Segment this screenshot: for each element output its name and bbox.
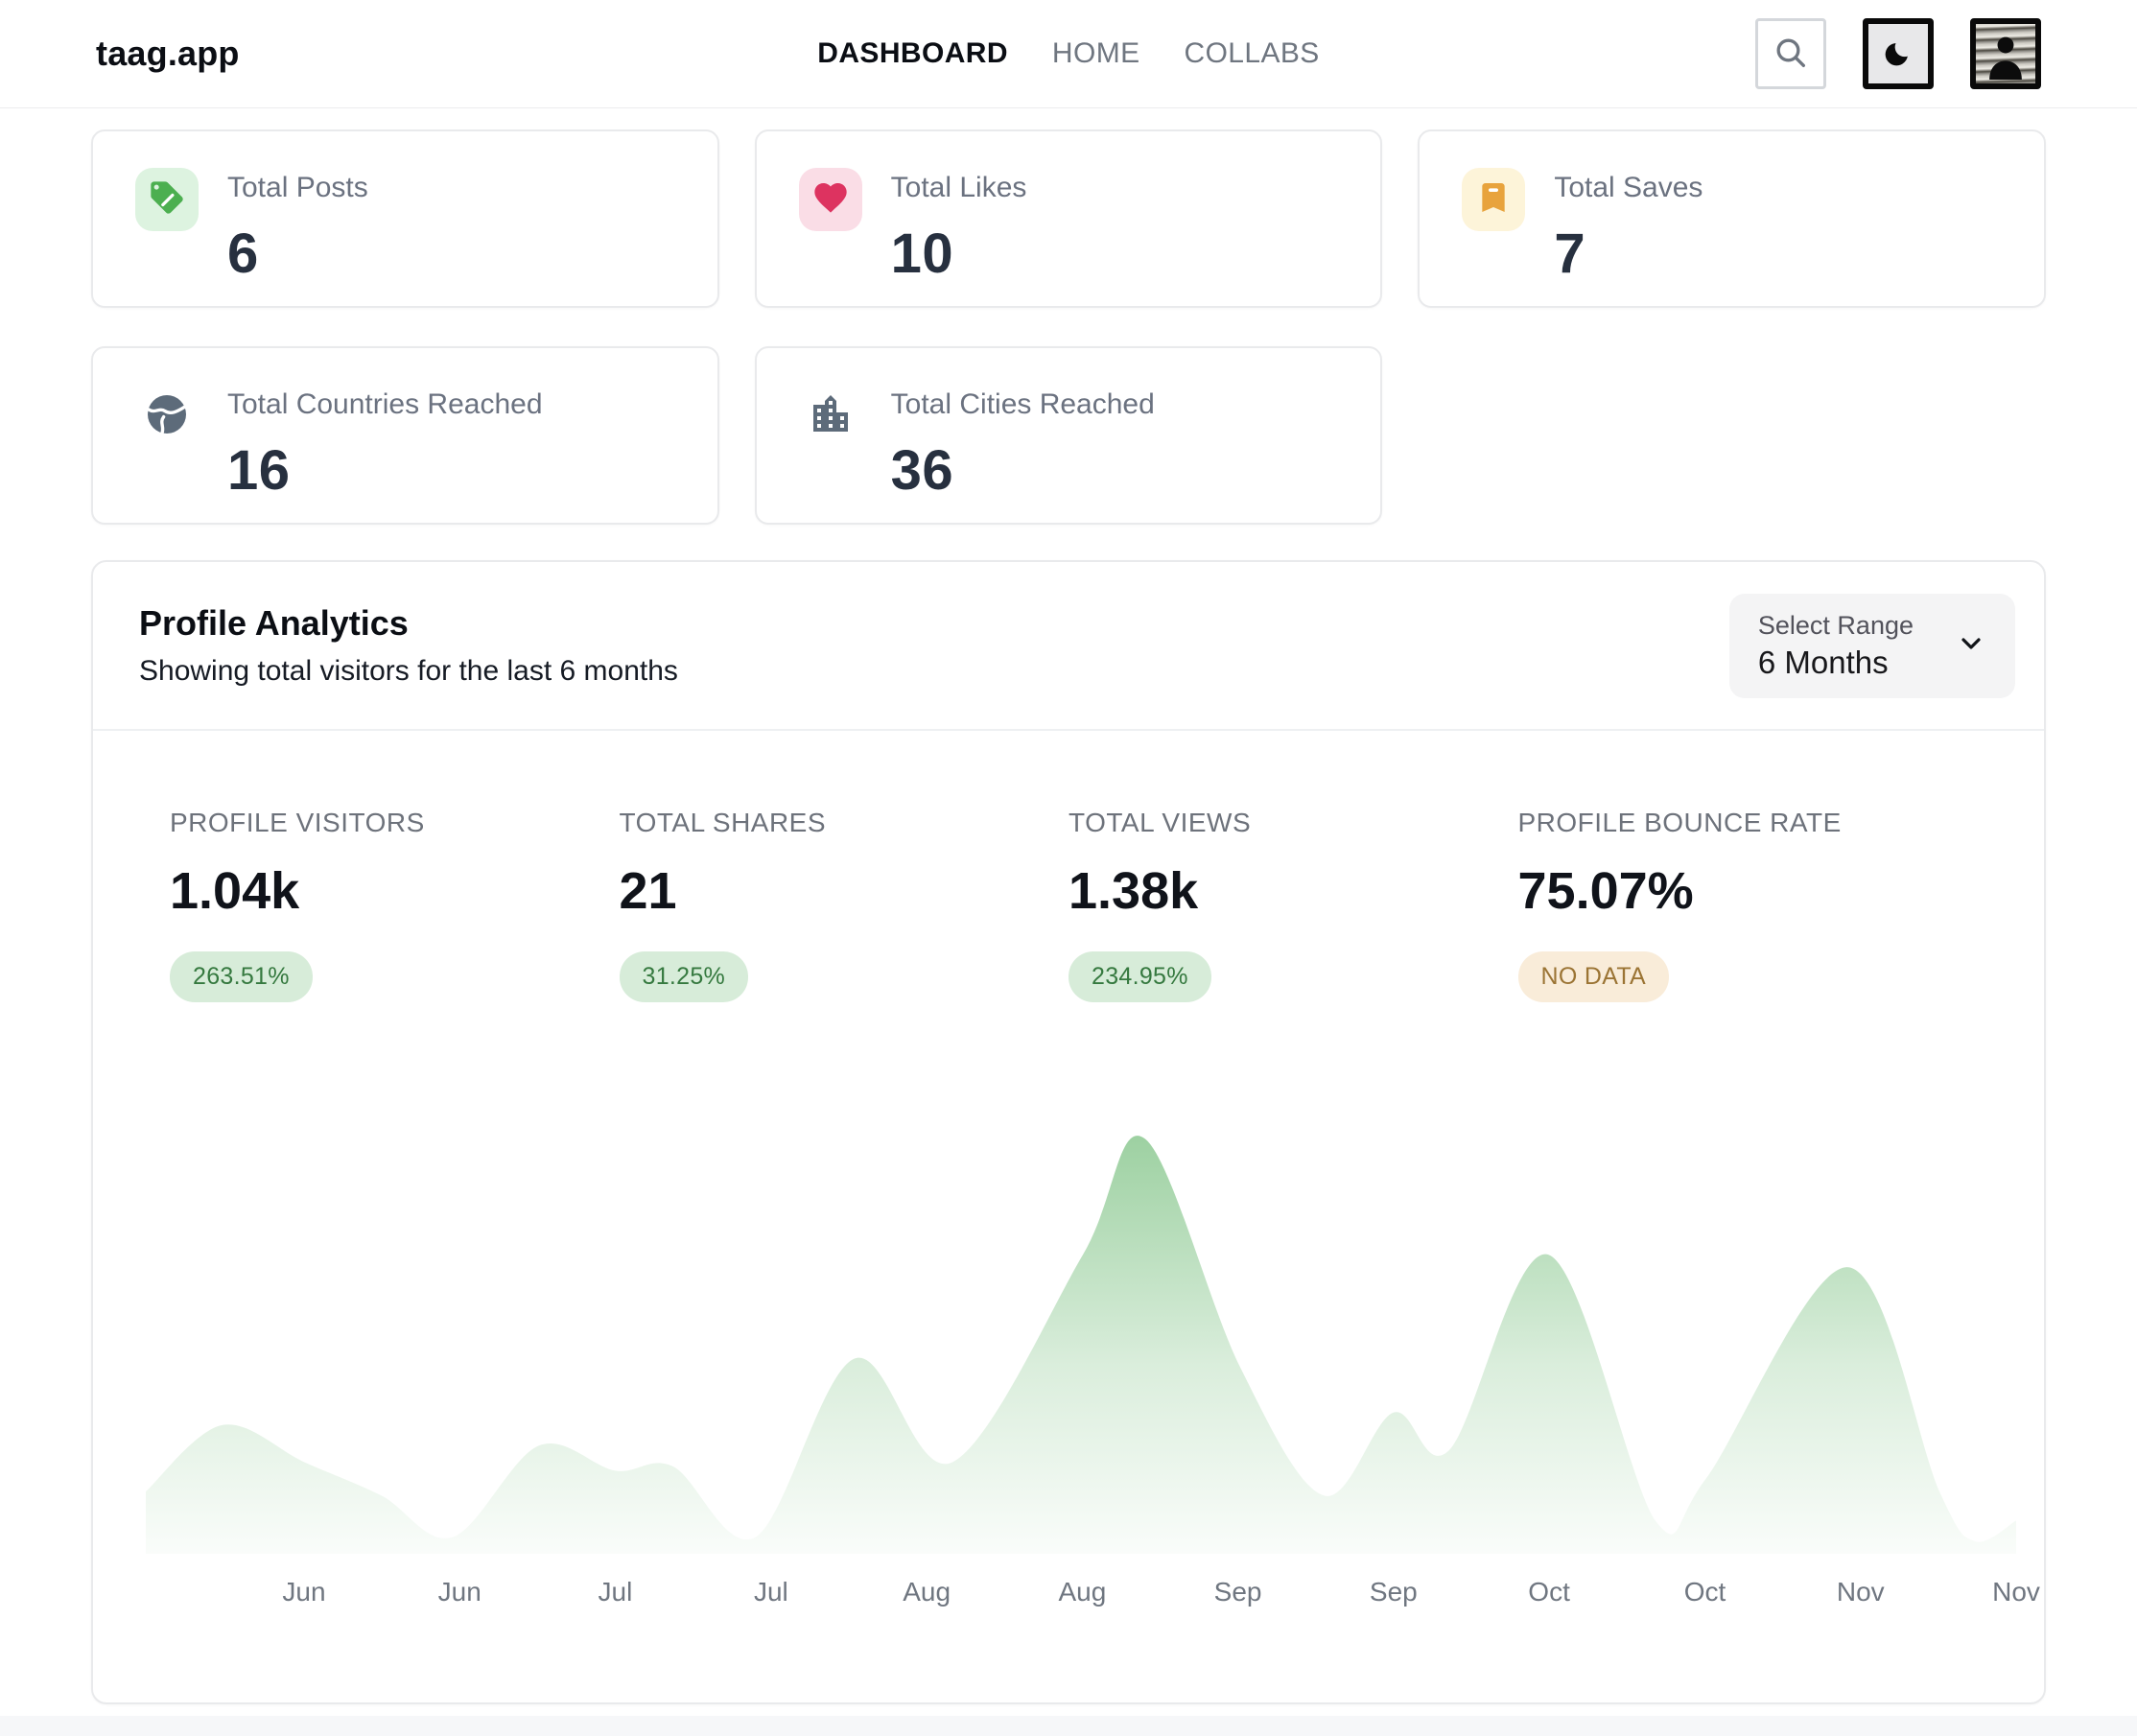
city-icon (808, 391, 854, 442)
analytics-stat-badge: 31.25% (620, 951, 749, 1002)
stat-card-total-cities-reached: Total Cities Reached 36 (755, 346, 1383, 525)
stat-card-value: 6 (227, 222, 368, 286)
analytics-stat-badge: 263.51% (170, 951, 313, 1002)
analytics-stat-label: TOTAL VIEWS (1068, 808, 1518, 838)
stat-cards-row-2: Total Countries Reached 16 Total Cities … (91, 346, 2046, 525)
user-avatar (1976, 24, 2035, 83)
range-select-value: 6 Months (1758, 645, 1914, 681)
x-tick-label: Nov (1992, 1577, 2040, 1607)
stat-card-label: Total Likes (891, 172, 1027, 204)
analytics-stat: TOTAL VIEWS 1.38k 234.95% (1068, 808, 1518, 1002)
profile-analytics-card: Profile Analytics Showing total visitors… (91, 560, 2046, 1704)
nav-item-home[interactable]: HOME (1052, 37, 1140, 70)
stat-card-value: 36 (891, 438, 1155, 503)
search-button[interactable] (1755, 18, 1826, 89)
stat-card-total-countries-reached: Total Countries Reached 16 (91, 346, 719, 525)
dark-mode-toggle[interactable] (1863, 18, 1934, 89)
nav-item-collabs[interactable]: COLLABS (1185, 37, 1320, 70)
x-tick-label: Jul (754, 1577, 788, 1607)
bookmark-icon (1474, 178, 1513, 222)
moon-icon (1879, 34, 1917, 75)
x-tick-label: Jul (599, 1577, 633, 1607)
analytics-stat-label: TOTAL SHARES (620, 808, 1069, 838)
x-tick-label: Aug (1058, 1577, 1106, 1607)
stat-card-label: Total Countries Reached (227, 388, 543, 421)
footer-strip (0, 1716, 2137, 1736)
x-tick-label: Jun (282, 1577, 325, 1607)
analytics-stat-badge: 234.95% (1068, 951, 1211, 1002)
stat-card-total-posts: Total Posts 6 (91, 129, 719, 308)
stat-card-value: 7 (1554, 222, 1703, 286)
profile-avatar-button[interactable] (1970, 18, 2041, 89)
stat-card-value: 10 (891, 222, 1027, 286)
search-icon (1772, 34, 1810, 75)
analytics-stat-badge: NO DATA (1518, 951, 1670, 1002)
x-tick-label: Sep (1370, 1577, 1418, 1607)
analytics-header: Profile Analytics Showing total visitors… (93, 562, 2044, 731)
header-actions (1755, 18, 2041, 89)
analytics-stat-value: 1.04k (170, 861, 620, 921)
x-tick-label: Oct (1684, 1577, 1726, 1607)
range-select-label: Select Range (1758, 611, 1914, 641)
x-tick-label: Jun (438, 1577, 481, 1607)
chart-area-series (146, 1136, 2016, 1554)
stat-card-label: Total Saves (1554, 172, 1703, 204)
analytics-stats-row: PROFILE VISITORS 1.04k 263.51% TOTAL SHA… (93, 731, 2044, 1002)
nav-item-dashboard[interactable]: DASHBOARD (817, 37, 1008, 70)
analytics-subtitle: Showing total visitors for the last 6 mo… (139, 655, 678, 688)
main-nav: DASHBOARD HOME COLLABS (817, 37, 1319, 70)
analytics-stat: TOTAL SHARES 21 31.25% (620, 808, 1069, 1002)
range-select-dropdown[interactable]: Select Range 6 Months (1729, 594, 2015, 698)
chevron-down-icon (1956, 628, 1986, 664)
x-tick-label: Sep (1214, 1577, 1262, 1607)
stat-card-label: Total Posts (227, 172, 368, 204)
app-logo: taag.app (96, 34, 240, 74)
heart-icon (811, 178, 850, 222)
analytics-title: Profile Analytics (139, 603, 678, 644)
analytics-stat: PROFILE VISITORS 1.04k 263.51% (170, 808, 620, 1002)
analytics-stat-label: PROFILE VISITORS (170, 808, 620, 838)
analytics-stat-value: 1.38k (1068, 861, 1518, 921)
stat-card-value: 16 (227, 438, 543, 503)
stat-card-total-saves: Total Saves 7 (1418, 129, 2046, 308)
x-tick-label: Aug (903, 1577, 951, 1607)
stat-cards-row-1: Total Posts 6 Total Likes 10 Total Saves… (91, 129, 2046, 308)
stat-card-label: Total Cities Reached (891, 388, 1155, 421)
analytics-stat-value: 21 (620, 861, 1069, 921)
stat-card-total-likes: Total Likes 10 (755, 129, 1383, 308)
analytics-stat: PROFILE BOUNCE RATE 75.07% NO DATA (1518, 808, 1968, 1002)
globe-icon (144, 391, 190, 442)
chart-canvas (146, 1055, 2016, 1554)
tag-icon (148, 178, 186, 222)
analytics-stat-label: PROFILE BOUNCE RATE (1518, 808, 1968, 838)
dashboard-content: Total Posts 6 Total Likes 10 Total Saves… (0, 129, 2137, 525)
top-navbar: taag.app DASHBOARD HOME COLLABS (0, 0, 2137, 108)
x-tick-label: Oct (1528, 1577, 1570, 1607)
analytics-stat-value: 75.07% (1518, 861, 1968, 921)
visitors-area-chart: JunJunJulJulAugAugSepSepOctOctNovNov (146, 1055, 2016, 1615)
chart-x-axis: JunJunJulJulAugAugSepSepOctOctNovNov (146, 1577, 2016, 1615)
x-tick-label: Nov (1837, 1577, 1885, 1607)
